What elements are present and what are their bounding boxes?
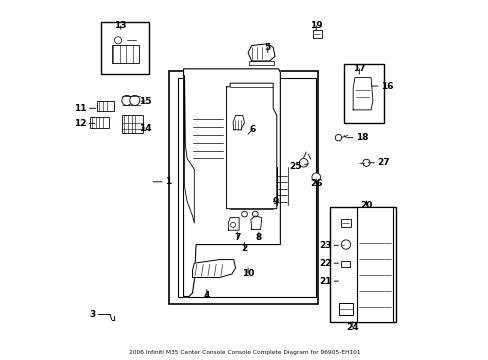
Polygon shape [226, 83, 276, 209]
Text: 3: 3 [89, 310, 104, 319]
Text: 23: 23 [318, 241, 338, 250]
Text: 1: 1 [153, 177, 171, 186]
Text: 13: 13 [114, 21, 127, 30]
Polygon shape [352, 78, 372, 110]
Text: 24: 24 [345, 321, 358, 332]
Bar [329, 207, 395, 321]
Text: 17: 17 [352, 64, 365, 74]
Bar [344, 64, 383, 123]
Circle shape [241, 211, 247, 217]
Bar [178, 78, 316, 297]
Bar [169, 71, 317, 304]
Circle shape [129, 95, 140, 105]
Text: 18: 18 [346, 133, 367, 142]
Circle shape [230, 222, 235, 227]
Text: 25: 25 [289, 162, 308, 171]
Text: 6: 6 [247, 125, 255, 134]
Text: 20: 20 [360, 201, 372, 210]
Text: 21: 21 [318, 276, 338, 285]
Polygon shape [233, 116, 244, 130]
Polygon shape [184, 76, 194, 223]
Bar [340, 261, 349, 267]
Bar [356, 207, 392, 321]
Bar [90, 117, 109, 128]
Text: 27: 27 [367, 158, 389, 167]
Circle shape [311, 173, 320, 181]
Polygon shape [248, 61, 273, 64]
Circle shape [341, 240, 350, 249]
Text: 2006 Infiniti M35 Center Console Console Complete Diagram for 96905-EH101: 2006 Infiniti M35 Center Console Console… [128, 350, 360, 355]
Circle shape [114, 37, 122, 44]
Bar [122, 116, 142, 133]
Polygon shape [183, 69, 280, 297]
Text: 10: 10 [242, 268, 254, 278]
Bar [338, 303, 352, 315]
Circle shape [362, 159, 369, 166]
Bar [97, 101, 114, 111]
Polygon shape [247, 44, 274, 61]
Text: 4: 4 [203, 289, 210, 300]
Polygon shape [250, 216, 261, 229]
Bar [101, 22, 149, 74]
Text: 15: 15 [139, 96, 151, 105]
Text: 2: 2 [241, 243, 247, 253]
Circle shape [122, 95, 132, 105]
Text: 5: 5 [264, 43, 270, 53]
Text: 16: 16 [371, 82, 392, 91]
Text: 22: 22 [318, 259, 338, 268]
Polygon shape [192, 260, 235, 278]
Text: 12: 12 [74, 119, 94, 128]
Bar [340, 219, 350, 226]
Text: 19: 19 [309, 21, 322, 30]
Text: 7: 7 [234, 232, 240, 242]
Bar [111, 45, 139, 63]
Text: 14: 14 [139, 123, 151, 132]
Text: 11: 11 [74, 104, 96, 113]
Text: 9: 9 [272, 197, 278, 206]
Polygon shape [228, 218, 239, 230]
Bar [312, 31, 321, 39]
Circle shape [335, 134, 341, 141]
Text: 8: 8 [255, 232, 262, 242]
Text: 26: 26 [309, 179, 322, 188]
Circle shape [299, 158, 307, 167]
Circle shape [252, 211, 258, 217]
